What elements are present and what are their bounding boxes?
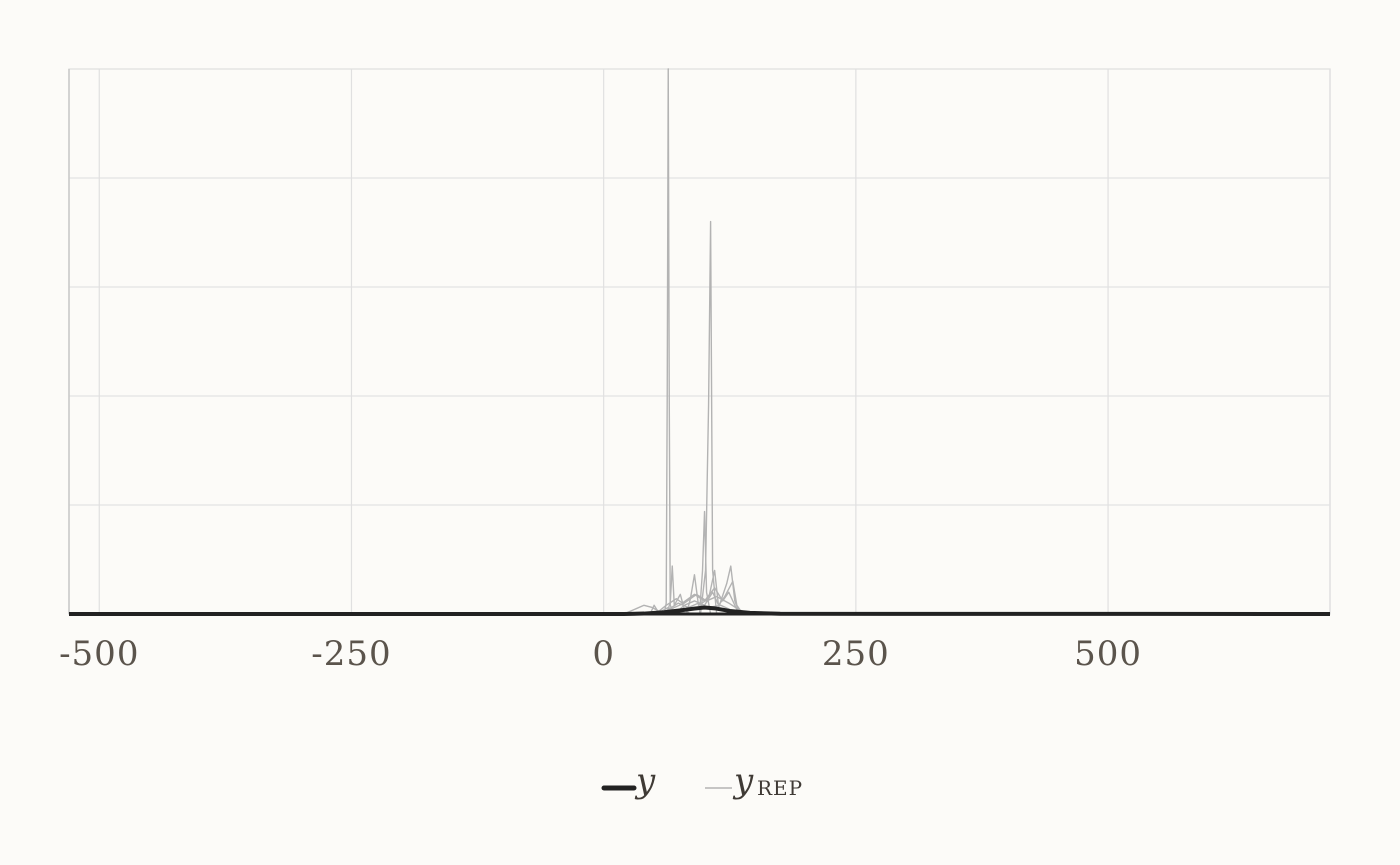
yrep-density-line-2 xyxy=(69,220,1330,615)
legend-label-y: y xyxy=(634,761,656,801)
series-layer xyxy=(69,68,1331,616)
x-tick-label: 250 xyxy=(822,634,890,674)
yrep-density-line-1 xyxy=(69,68,1330,615)
yrep-density-line-9 xyxy=(69,580,1330,615)
yrep-density-line-7 xyxy=(69,587,1330,615)
yrep-density-line-3 xyxy=(69,510,1330,615)
x-tick-label: -500 xyxy=(59,634,139,674)
legend-item-yrep: y REP xyxy=(705,761,803,801)
plot-frame xyxy=(68,68,1331,615)
x-tick-label: 500 xyxy=(1074,634,1142,674)
legend: y y REP xyxy=(601,761,803,801)
axis-layer: -500 -250 0 250 500 xyxy=(59,612,1330,674)
legend-item-y: y xyxy=(601,761,656,801)
x-tick-label: -250 xyxy=(311,634,391,674)
legend-label-yrep: y xyxy=(732,761,754,801)
x-tick-label: 0 xyxy=(592,634,615,674)
legend-label-yrep-subscript: REP xyxy=(757,776,803,800)
grid-layer xyxy=(68,68,1331,615)
